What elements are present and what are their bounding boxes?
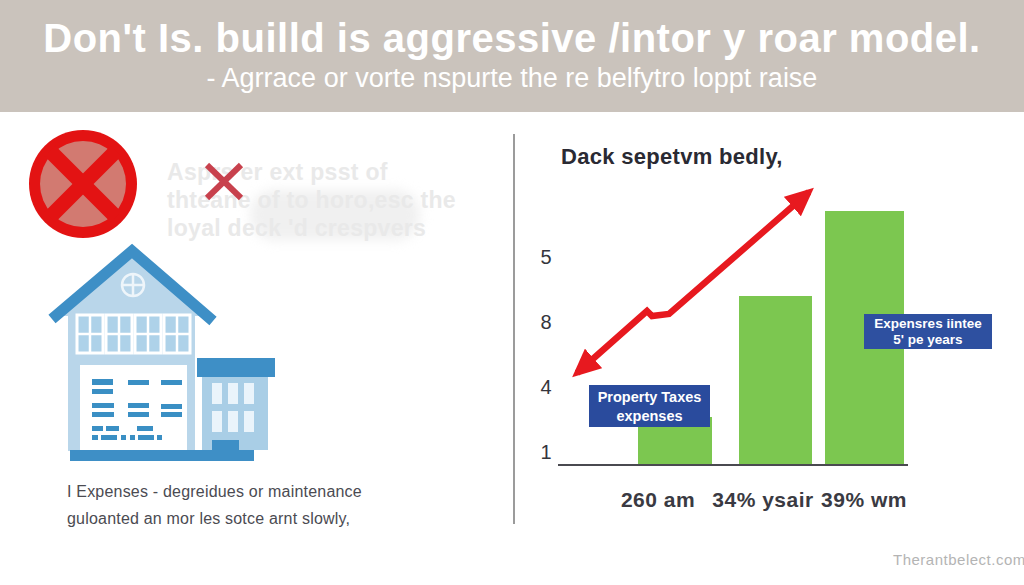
small-x-icon (202, 161, 246, 203)
page-title: Don't Is. builld is aggressive /intor y … (0, 16, 1024, 61)
y-tick: 8 (536, 311, 556, 334)
header-band: Don't Is. builld is aggressive /intor y … (0, 0, 1024, 112)
y-tick: 4 (536, 376, 556, 399)
vertical-divider (513, 134, 515, 524)
house-illustration (40, 240, 280, 470)
x-label-3: 39% wm (821, 488, 907, 512)
house-caption: I Expenses - degreidues or maintenance g… (67, 478, 362, 532)
annotation-expenses-increase: Expensres iintee 5' pe years (864, 314, 992, 349)
x-label-1: 260 am (621, 488, 695, 512)
y-tick: 1 (536, 441, 556, 464)
no-entry-icon (27, 128, 139, 240)
x-axis-line (558, 464, 908, 466)
watermark: Therantbelect.com (893, 551, 1024, 568)
trend-arrow (555, 165, 835, 390)
y-tick: 5 (536, 246, 556, 269)
annotation-property-taxes: Property Taxes expenses (589, 385, 710, 427)
page-subtitle: - Agrrace or vorte nspurte the re belfyt… (0, 63, 1024, 94)
x-label-2: 34% ysair (712, 488, 813, 512)
